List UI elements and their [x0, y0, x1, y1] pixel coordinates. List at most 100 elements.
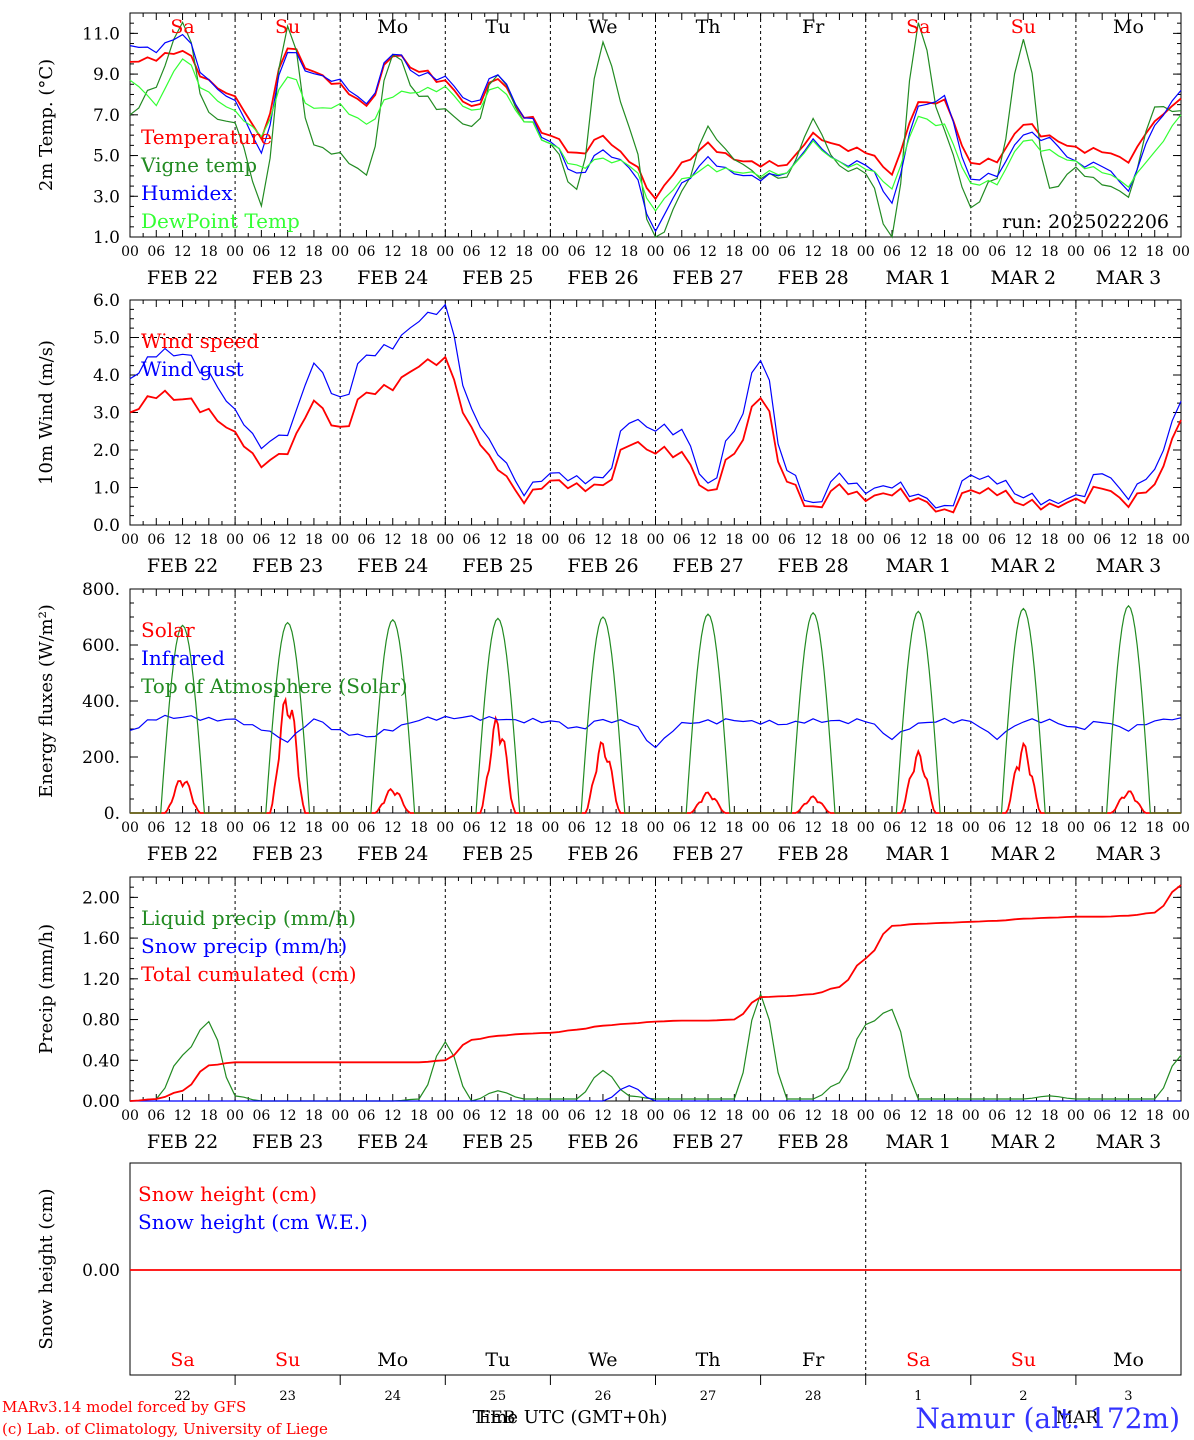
date-label: FEB 22 — [147, 1131, 218, 1153]
hour-tick-label: 06 — [358, 244, 376, 260]
month-label: FEB — [479, 1408, 516, 1428]
day-number-label: 26 — [595, 1389, 612, 1404]
panel-5 — [129, 1162, 1182, 1385]
credit-line-2: (c) Lab. of Climatology, University of L… — [2, 1420, 328, 1438]
hour-tick-label: 06 — [988, 820, 1006, 836]
date-label: MAR 3 — [1096, 1131, 1162, 1153]
hour-tick-label: 18 — [200, 1108, 218, 1124]
y-axis-label: Snow height (cm) — [36, 1188, 57, 1349]
hour-tick-label: 00 — [121, 532, 139, 548]
date-label: FEB 26 — [567, 1131, 638, 1153]
y-tick-label: 4.0 — [93, 366, 120, 386]
hour-tick-label: 06 — [778, 532, 796, 548]
hour-tick-label: 18 — [305, 532, 323, 548]
hour-tick-label: 00 — [541, 532, 559, 548]
hour-tick-label: 00 — [857, 820, 875, 836]
hour-tick-label: 06 — [147, 244, 165, 260]
y-axis-label: Energy fluxes (W/m²) — [36, 604, 57, 798]
day-number-label: 23 — [279, 1389, 296, 1404]
hour-tick-label: 12 — [699, 820, 717, 836]
hour-tick-label: 12 — [1120, 244, 1138, 260]
hour-tick-label: 18 — [200, 244, 218, 260]
hour-tick-label: 00 — [436, 820, 454, 836]
hour-tick-label: 12 — [594, 820, 612, 836]
day-number-label: 24 — [384, 1389, 401, 1404]
panel-2 — [129, 299, 1182, 526]
hour-tick-label: 18 — [725, 244, 743, 260]
legend-entry: Wind gust — [141, 357, 244, 381]
panel-1 — [129, 12, 1182, 239]
hour-tick-label: 12 — [804, 244, 822, 260]
hour-tick-label: 06 — [568, 1108, 586, 1124]
hour-tick-label: 00 — [541, 244, 559, 260]
hour-tick-label: 18 — [1146, 532, 1164, 548]
hour-tick-label: 18 — [410, 244, 428, 260]
series-line-infrared — [129, 714, 1182, 749]
hour-tick-label: 06 — [568, 532, 586, 548]
hour-tick-label: 12 — [909, 244, 927, 260]
hour-tick-label: 06 — [988, 244, 1006, 260]
y-tick-label: 1.20 — [82, 970, 120, 990]
date-label: FEB 26 — [567, 555, 638, 577]
hour-tick-label: 00 — [1067, 820, 1085, 836]
date-label: FEB 24 — [357, 843, 428, 865]
legend-entry: Liquid precip (mm/h) — [141, 906, 356, 930]
hour-tick-label: 12 — [699, 244, 717, 260]
hour-tick-label: 06 — [463, 532, 481, 548]
hour-tick-label: 12 — [279, 532, 297, 548]
hour-tick-label: 18 — [620, 820, 638, 836]
day-number-label: 1 — [914, 1389, 922, 1404]
hour-tick-label: 00 — [647, 244, 665, 260]
hour-tick-label: 18 — [1041, 820, 1059, 836]
hour-tick-label: 18 — [831, 244, 849, 260]
month-label: MAR — [1056, 1408, 1100, 1428]
hour-tick-label: 12 — [909, 1108, 927, 1124]
hour-tick-label: 06 — [778, 244, 796, 260]
hour-tick-label: 00 — [647, 532, 665, 548]
hour-tick-label: 06 — [463, 244, 481, 260]
legend-entry: Snow precip (mm/h) — [141, 934, 347, 958]
y-tick-label: 0.40 — [82, 1051, 120, 1071]
date-label: FEB 22 — [147, 555, 218, 577]
y-axis-label: Precip (mm/h) — [36, 924, 57, 1054]
hour-tick-label: 06 — [358, 532, 376, 548]
hour-tick-label: 06 — [883, 1108, 901, 1124]
day-name-label: Fr — [802, 1349, 825, 1371]
hour-tick-label: 06 — [147, 820, 165, 836]
y-tick-label: 2.00 — [82, 888, 120, 908]
hour-tick-label: 06 — [883, 244, 901, 260]
hour-tick-label: 18 — [1041, 1108, 1059, 1124]
hour-tick-label: 12 — [384, 820, 402, 836]
hour-tick-label: 00 — [752, 532, 770, 548]
hour-tick-label: 12 — [279, 244, 297, 260]
day-number-label: 2 — [1019, 1389, 1027, 1404]
legend-entry: Solar — [141, 618, 195, 642]
hour-tick-label: 18 — [1041, 244, 1059, 260]
date-label: FEB 26 — [567, 267, 638, 289]
hour-tick-label: 00 — [331, 820, 349, 836]
day-name-label: Mo — [1113, 1349, 1144, 1371]
hour-tick-label: 12 — [699, 532, 717, 548]
hour-tick-label: 18 — [410, 532, 428, 548]
hour-tick-label: 06 — [252, 532, 270, 548]
date-label: MAR 2 — [991, 1131, 1057, 1153]
hour-tick-label: 18 — [305, 244, 323, 260]
hour-tick-label: 12 — [1014, 532, 1032, 548]
hour-tick-label: 00 — [436, 1108, 454, 1124]
date-label: MAR 3 — [1096, 267, 1162, 289]
hour-tick-label: 06 — [673, 1108, 691, 1124]
hour-tick-label: 00 — [226, 532, 244, 548]
hour-tick-label: 18 — [200, 532, 218, 548]
date-label: FEB 28 — [778, 555, 849, 577]
hour-tick-label: 00 — [752, 820, 770, 836]
day-name-label: Tu — [485, 16, 510, 38]
y-tick-label: 1.0 — [93, 228, 120, 248]
day-name-label: Mo — [377, 1349, 408, 1371]
legend-entry: Snow height (cm W.E.) — [138, 1210, 368, 1234]
credit-line-1: MARv3.14 model forced by GFS — [2, 1398, 246, 1416]
date-label: FEB 28 — [778, 1131, 849, 1153]
hour-tick-label: 12 — [804, 1108, 822, 1124]
date-label: MAR 3 — [1096, 555, 1162, 577]
date-label: FEB 23 — [252, 267, 323, 289]
hour-tick-label: 12 — [489, 244, 507, 260]
